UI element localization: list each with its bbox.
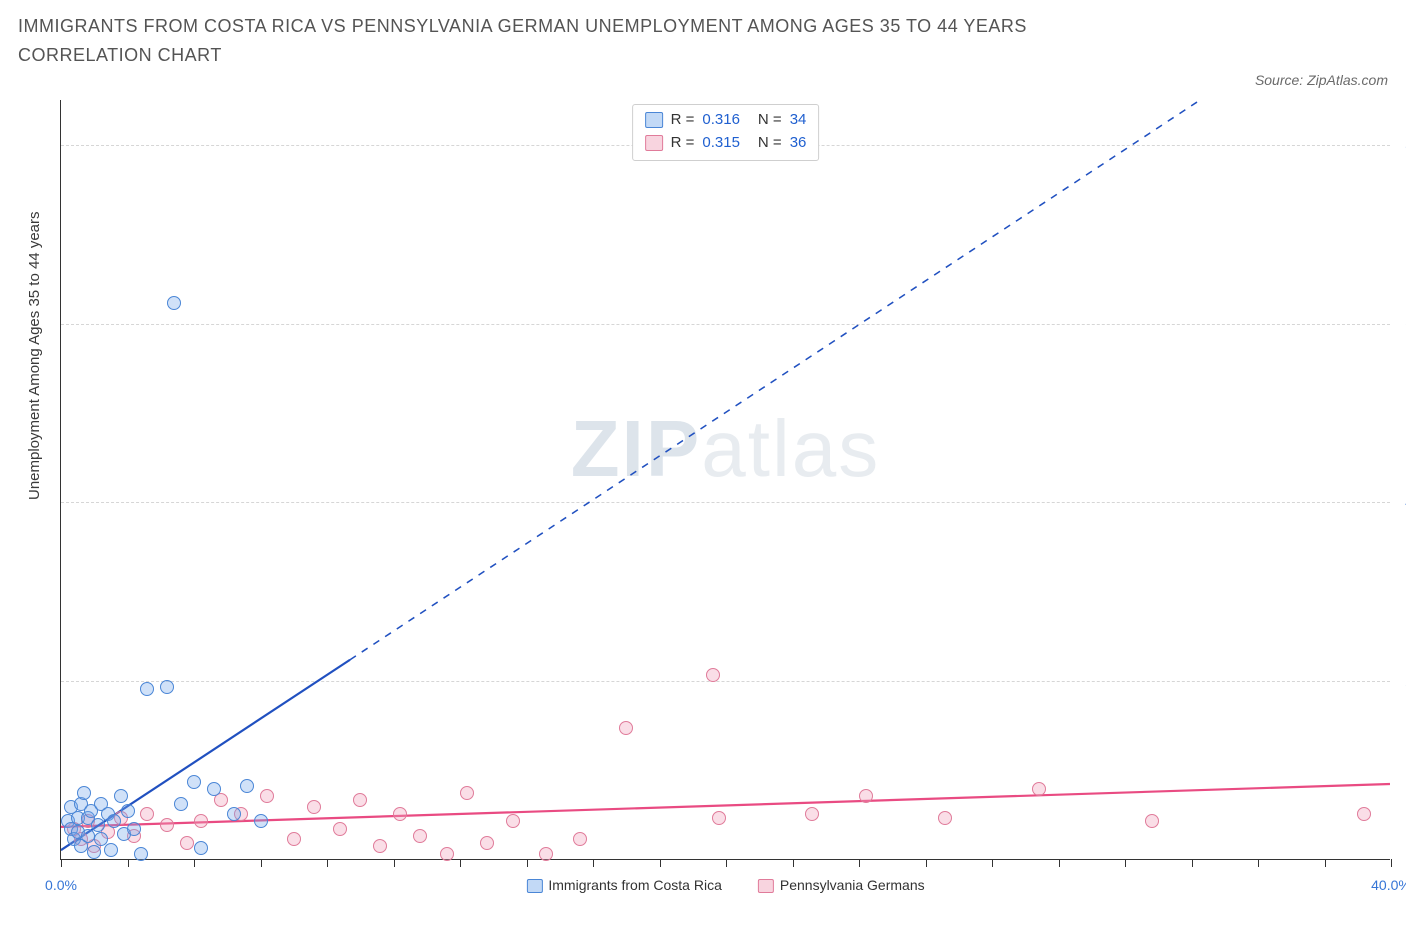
marker-blue: [207, 782, 221, 796]
marker-pink: [938, 811, 952, 825]
gridline-h: [61, 324, 1390, 325]
marker-blue: [240, 779, 254, 793]
x-tick: [1059, 859, 1060, 867]
legend-r-value: 0.316: [702, 109, 740, 132]
legend-swatch: [645, 112, 663, 128]
legend-item: Immigrants from Costa Rica: [526, 877, 721, 893]
marker-pink: [287, 832, 301, 846]
marker-blue: [81, 829, 95, 843]
marker-blue: [254, 814, 268, 828]
legend-n-value: 34: [790, 109, 807, 132]
x-tick: [1192, 859, 1193, 867]
marker-pink: [260, 789, 274, 803]
marker-pink: [413, 829, 427, 843]
legend-label: Pennsylvania Germans: [780, 877, 925, 893]
marker-blue: [167, 296, 181, 310]
marker-blue: [107, 814, 121, 828]
x-tick: [1258, 859, 1259, 867]
x-tick: [394, 859, 395, 867]
legend-swatch: [645, 135, 663, 151]
marker-blue: [134, 847, 148, 861]
marker-blue: [114, 789, 128, 803]
legend-r-label: R =: [671, 109, 695, 132]
x-tick: [1125, 859, 1126, 867]
x-tick: [660, 859, 661, 867]
marker-blue: [87, 845, 101, 859]
marker-blue: [160, 680, 174, 694]
marker-pink: [373, 839, 387, 853]
x-tick: [327, 859, 328, 867]
marker-pink: [333, 822, 347, 836]
x-tick: [128, 859, 129, 867]
marker-pink: [1357, 807, 1371, 821]
marker-pink: [706, 668, 720, 682]
marker-pink: [160, 818, 174, 832]
marker-pink: [859, 789, 873, 803]
source-label: Source: ZipAtlas.com: [1255, 72, 1388, 88]
marker-blue: [194, 841, 208, 855]
marker-pink: [480, 836, 494, 850]
marker-pink: [805, 807, 819, 821]
legend-series: Immigrants from Costa Rica Pennsylvania G…: [526, 877, 924, 893]
marker-pink: [140, 807, 154, 821]
x-tick: [460, 859, 461, 867]
marker-pink: [506, 814, 520, 828]
legend-stat-row: R = 0.315 N = 36: [645, 132, 807, 155]
marker-blue: [127, 822, 141, 836]
marker-blue: [121, 804, 135, 818]
marker-pink: [353, 793, 367, 807]
marker-pink: [460, 786, 474, 800]
x-tick: [992, 859, 993, 867]
marker-blue: [91, 818, 105, 832]
marker-blue: [174, 797, 188, 811]
legend-stats: R = 0.316 N = 34 R = 0.315 N = 36: [632, 104, 820, 161]
chart-title: IMMIGRANTS FROM COSTA RICA VS PENNSYLVAN…: [18, 12, 1118, 70]
marker-pink: [573, 832, 587, 846]
gridline-h: [61, 502, 1390, 503]
legend-n-value: 36: [790, 132, 807, 155]
marker-pink: [307, 800, 321, 814]
marker-blue: [104, 843, 118, 857]
marker-pink: [393, 807, 407, 821]
marker-pink: [180, 836, 194, 850]
x-tick-label: 40.0%: [1371, 877, 1406, 893]
marker-blue: [227, 807, 241, 821]
marker-blue: [140, 682, 154, 696]
marker-pink: [1145, 814, 1159, 828]
legend-swatch: [758, 879, 774, 893]
marker-blue: [77, 786, 91, 800]
x-tick-label: 0.0%: [45, 877, 77, 893]
marker-blue: [187, 775, 201, 789]
y-axis-label: Unemployment Among Ages 35 to 44 years: [26, 211, 43, 500]
scatter-plot: ZIPatlas R =0.316N =34R =0.315N =36 Immi…: [60, 100, 1390, 860]
marker-pink: [619, 721, 633, 735]
marker-pink: [194, 814, 208, 828]
x-tick: [793, 859, 794, 867]
legend-label: Immigrants from Costa Rica: [548, 877, 721, 893]
legend-r-label: R =: [671, 132, 695, 155]
watermark: ZIPatlas: [571, 403, 880, 495]
x-tick: [859, 859, 860, 867]
legend-item: Pennsylvania Germans: [758, 877, 925, 893]
legend-swatch: [526, 879, 542, 893]
legend-r-value: 0.315: [702, 132, 740, 155]
marker-pink: [539, 847, 553, 861]
marker-pink: [440, 847, 454, 861]
x-tick: [1325, 859, 1326, 867]
x-tick: [61, 859, 62, 867]
legend-stat-row: R = 0.316 N = 34: [645, 109, 807, 132]
x-tick: [194, 859, 195, 867]
marker-pink: [712, 811, 726, 825]
legend-n-label: N =: [758, 109, 782, 132]
x-tick: [926, 859, 927, 867]
x-tick: [726, 859, 727, 867]
x-tick: [593, 859, 594, 867]
x-tick: [261, 859, 262, 867]
x-tick: [1391, 859, 1392, 867]
marker-pink: [1032, 782, 1046, 796]
x-tick: [527, 859, 528, 867]
gridline-h: [61, 681, 1390, 682]
legend-n-label: N =: [758, 132, 782, 155]
